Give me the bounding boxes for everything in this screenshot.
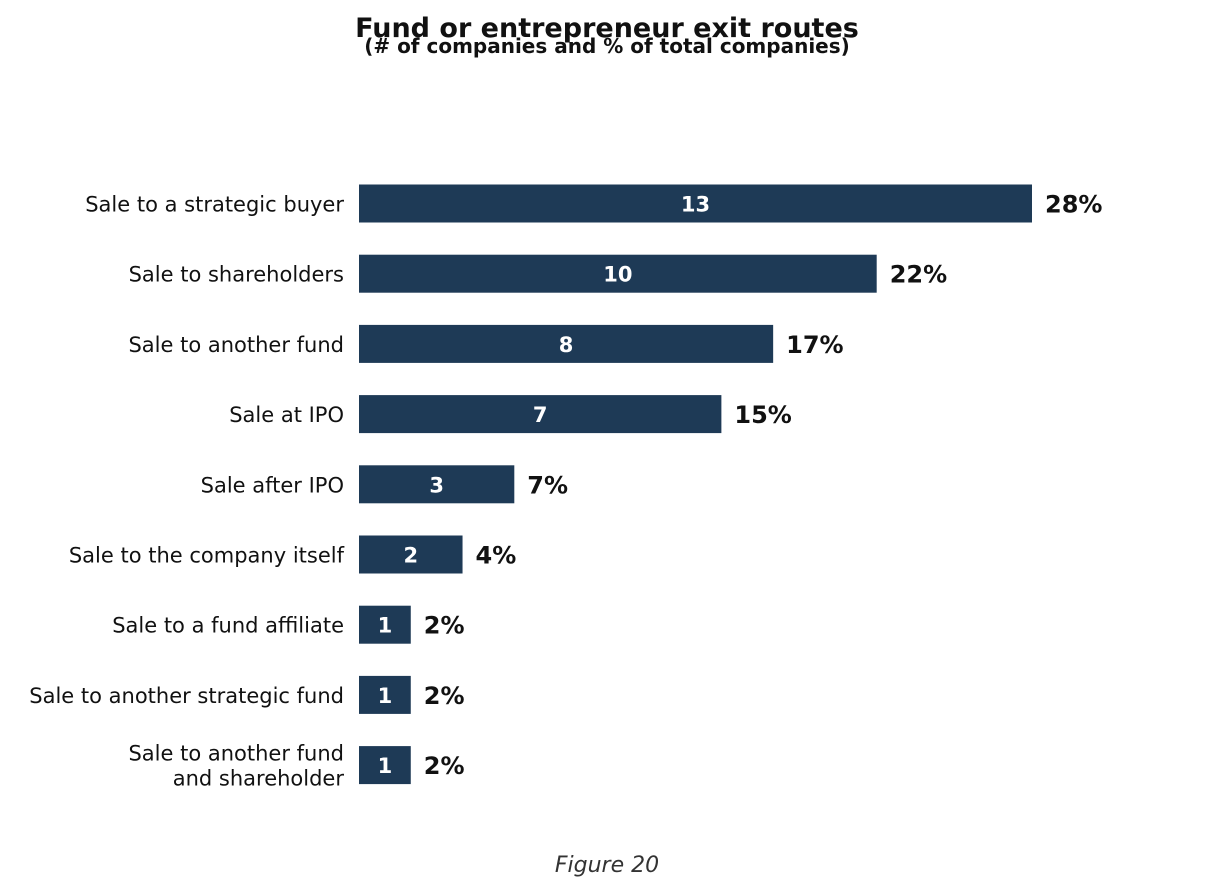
- category-label: Sale to another fund and shareholder: [128, 742, 344, 791]
- bar-percent-label: 7%: [527, 471, 568, 499]
- category-label: Sale to another fund: [128, 333, 344, 357]
- bar-percent-label: 2%: [424, 752, 465, 780]
- bar-percent-label: 2%: [424, 612, 465, 640]
- category-label: Sale after IPO: [201, 473, 344, 497]
- bar-7: [359, 605, 411, 644]
- bar-percent-label: 17%: [786, 331, 843, 359]
- bar-value-label: 1: [378, 754, 393, 778]
- bar-value-label: 2: [403, 544, 418, 568]
- bar-percent-label: 28%: [1045, 191, 1102, 219]
- bar-value-label: 8: [559, 333, 574, 357]
- bar-8: [359, 675, 411, 714]
- category-label: Sale to another strategic fund: [29, 684, 344, 708]
- bar-percent-label: 2%: [424, 682, 465, 710]
- bar-value-label: 10: [603, 263, 632, 287]
- bar-value-label: 1: [378, 614, 393, 638]
- bar-percent-label: 4%: [476, 542, 517, 570]
- bar-value-label: 1: [378, 684, 393, 708]
- bar-1: [359, 184, 1032, 223]
- bar-6: [359, 535, 463, 574]
- bar-value-label: 7: [533, 403, 548, 427]
- bar-3: [359, 324, 774, 363]
- category-label: Sale at IPO: [229, 403, 344, 427]
- category-label: Sale to a strategic buyer: [85, 193, 344, 217]
- bar-percent-label: 15%: [734, 401, 791, 429]
- category-label: Sale to a fund affiliate: [112, 614, 344, 638]
- bar-percent-label: 22%: [890, 261, 947, 289]
- chart-title: Fund or entrepreneur exit routes: [355, 13, 859, 44]
- bar-9: [359, 746, 411, 785]
- chart-subtitle: (# of companies and % of total companies…: [364, 34, 850, 58]
- category-label: Sale to shareholders: [129, 263, 344, 287]
- category-label: Sale to the company itself: [69, 544, 345, 568]
- bar-4: [359, 395, 722, 434]
- bar-5: [359, 465, 515, 504]
- bar-value-label: 3: [429, 473, 444, 497]
- bar-value-label: 13: [681, 193, 710, 217]
- figure-caption: Figure 20: [555, 853, 659, 878]
- bar-2: [359, 254, 877, 293]
